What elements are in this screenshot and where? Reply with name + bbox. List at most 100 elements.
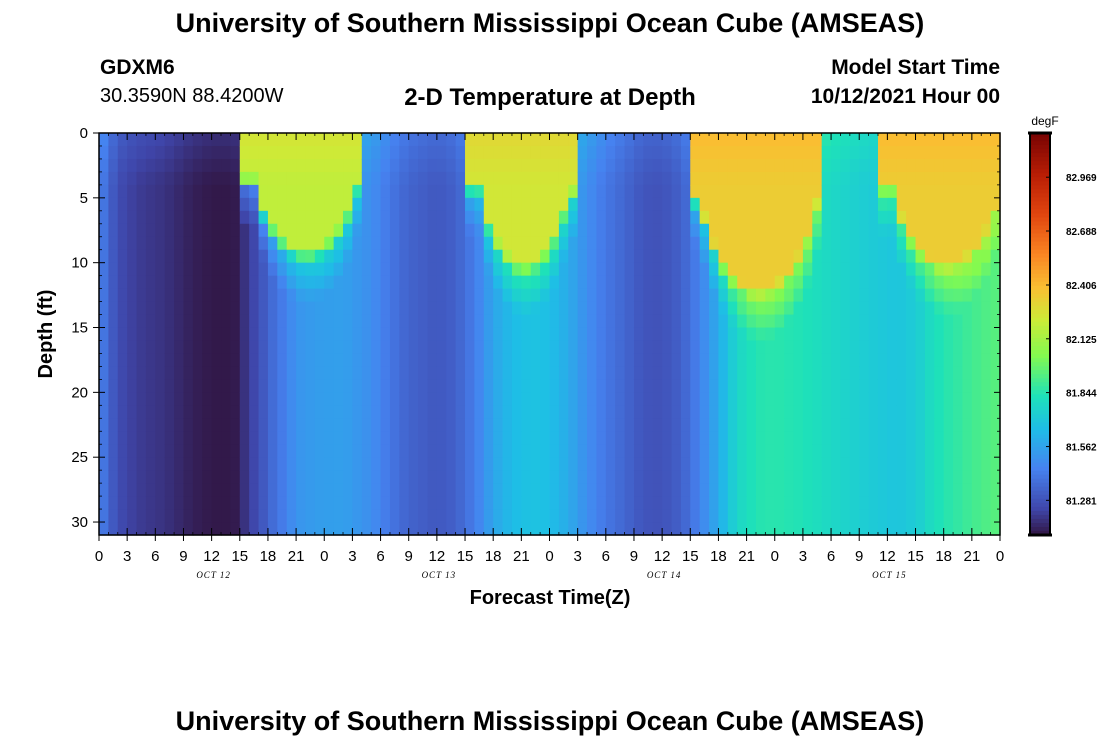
heatmap-cell	[418, 236, 429, 251]
colorbar-swatch	[1030, 133, 1050, 138]
heatmap-cell	[577, 470, 588, 484]
heatmap-cell	[774, 444, 785, 458]
heatmap-cell	[652, 444, 663, 458]
heatmap-cell	[727, 379, 738, 393]
heatmap-cell	[164, 275, 175, 290]
heatmap-cell	[774, 392, 785, 406]
heatmap-cell	[558, 470, 569, 484]
heatmap-cell	[174, 145, 185, 160]
heatmap-cell	[239, 301, 250, 316]
heatmap-cell	[145, 314, 156, 329]
heatmap-cell	[371, 509, 382, 523]
heatmap-cell	[408, 288, 419, 303]
heatmap-cell	[399, 431, 410, 445]
heatmap-cell	[286, 340, 297, 355]
heatmap-cell	[755, 145, 766, 160]
heatmap-cell	[164, 457, 175, 471]
heatmap-cell	[192, 418, 203, 432]
heatmap-cell	[371, 249, 382, 264]
heatmap-cell	[765, 470, 776, 484]
heatmap-cell	[859, 353, 870, 368]
heatmap-cell	[258, 405, 269, 419]
heatmap-cell	[643, 457, 654, 471]
heatmap-cell	[831, 288, 842, 303]
heatmap-cell	[981, 379, 992, 393]
heatmap-cell	[361, 236, 372, 251]
heatmap-cell	[699, 133, 710, 147]
heatmap-cell	[812, 197, 823, 212]
heatmap-cell	[174, 340, 185, 355]
heatmap-cell	[267, 327, 278, 342]
heatmap-cell	[183, 405, 194, 419]
heatmap-cell	[493, 522, 504, 536]
heatmap-cell	[314, 470, 325, 484]
heatmap-cell	[727, 262, 738, 277]
heatmap-cell	[127, 262, 138, 277]
heatmap-cell	[511, 405, 522, 419]
heatmap-cell	[174, 171, 185, 186]
heatmap-cell	[249, 353, 260, 368]
heatmap-cell	[784, 301, 795, 316]
heatmap-cell	[990, 133, 1001, 147]
heatmap-cell	[465, 236, 476, 251]
heatmap-cell	[981, 262, 992, 277]
heatmap-cell	[389, 197, 400, 212]
heatmap-cell	[389, 483, 400, 497]
heatmap-cell	[239, 158, 250, 173]
heatmap-cell	[511, 496, 522, 510]
heatmap-cell	[267, 236, 278, 251]
heatmap-cell	[746, 236, 757, 251]
heatmap-cell	[305, 249, 316, 264]
heatmap-cell	[831, 171, 842, 186]
colorbar-swatch	[1030, 173, 1050, 178]
heatmap-cell	[446, 379, 457, 393]
heatmap-cell	[324, 366, 335, 380]
heatmap-cell	[690, 145, 701, 160]
heatmap-cell	[408, 210, 419, 225]
heatmap-cell	[427, 379, 438, 393]
heatmap-cell	[746, 405, 757, 419]
heatmap-cell	[314, 184, 325, 199]
heatmap-cell	[877, 133, 888, 147]
heatmap-cell	[943, 418, 954, 432]
heatmap-cell	[380, 418, 391, 432]
heatmap-cell	[230, 197, 241, 212]
heatmap-cell	[840, 210, 851, 225]
heatmap-cell	[746, 133, 757, 147]
heatmap-cell	[511, 197, 522, 212]
heatmap-cell	[915, 210, 926, 225]
colorbar-swatch	[1030, 169, 1050, 174]
heatmap-cell	[399, 496, 410, 510]
heatmap-cell	[399, 145, 410, 160]
heatmap-cell	[202, 249, 213, 264]
heatmap-cell	[502, 496, 513, 510]
colorbar-swatch	[1030, 342, 1050, 347]
heatmap-cell	[812, 366, 823, 380]
heatmap-cell	[558, 145, 569, 160]
heatmap-cell	[699, 509, 710, 523]
heatmap-cell	[324, 210, 335, 225]
heatmap-cell	[877, 431, 888, 445]
heatmap-cell	[924, 301, 935, 316]
heatmap-cell	[511, 184, 522, 199]
heatmap-cell	[765, 496, 776, 510]
heatmap-cell	[680, 483, 691, 497]
heatmap-cell	[549, 405, 560, 419]
heatmap-cell	[408, 366, 419, 380]
heatmap-cell	[558, 197, 569, 212]
heatmap-cell	[802, 133, 813, 147]
heatmap-cell	[727, 249, 738, 264]
heatmap-cell	[249, 340, 260, 355]
colorbar-swatch	[1030, 185, 1050, 190]
heatmap-cell	[727, 392, 738, 406]
heatmap-cell	[502, 353, 513, 368]
heatmap-cell	[267, 392, 278, 406]
heatmap-cell	[962, 236, 973, 251]
heatmap-cell	[174, 366, 185, 380]
heatmap-cell	[530, 171, 541, 186]
heatmap-cell	[868, 457, 879, 471]
heatmap-cell	[699, 457, 710, 471]
heatmap-cell	[183, 353, 194, 368]
heatmap-cell	[662, 249, 673, 264]
heatmap-cell	[877, 223, 888, 238]
